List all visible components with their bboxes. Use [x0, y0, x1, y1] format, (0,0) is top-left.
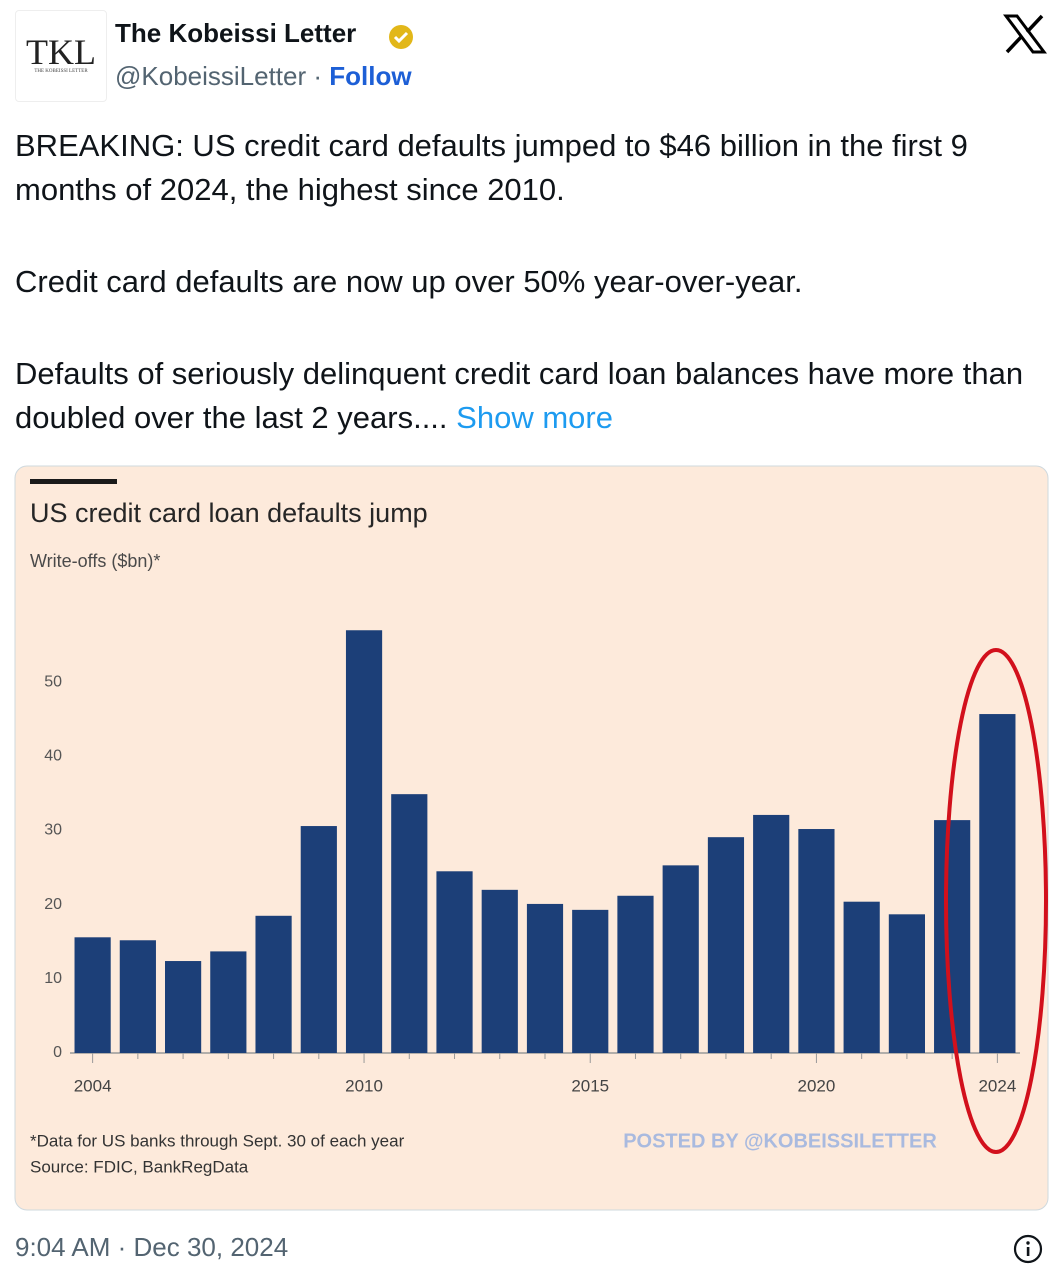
bar [210, 951, 247, 1053]
bar [436, 871, 473, 1053]
y-tick-label: 20 [44, 896, 62, 913]
title-rule [30, 479, 117, 484]
bar [753, 814, 790, 1053]
avatar[interactable]: TKL THE KOBEISSI LETTER [15, 10, 107, 102]
bar [255, 915, 292, 1053]
handle-row: @KobeissiLetter · Follow [115, 61, 412, 92]
y-tick-label: 40 [44, 748, 62, 765]
watermark: POSTED BY @KOBEISSILETTER [623, 1130, 937, 1152]
x-logo[interactable] [1003, 14, 1047, 54]
bar [345, 630, 383, 1053]
chart[interactable]: US credit card loan defaults jump Write-… [0, 0, 1062, 1220]
x-tick-label: 2004 [74, 1076, 112, 1095]
y-tick-label: 50 [44, 673, 62, 690]
source: Source: FDIC, BankRegData [30, 1157, 249, 1176]
show-more[interactable]: Show more [456, 400, 613, 435]
bar [119, 940, 156, 1053]
bar [798, 829, 835, 1053]
y-tick-label: 30 [44, 822, 62, 839]
author-name[interactable]: The Kobeissi Letter [115, 18, 357, 48]
paragraph: BREAKING: US credit card defaults jumped… [15, 128, 968, 207]
bar [979, 714, 1016, 1053]
bar [481, 889, 518, 1053]
timestamp[interactable]: 9:04 AM · Dec 30, 2024 [15, 1232, 289, 1262]
bar [662, 865, 699, 1053]
highlight-circle [944, 648, 1048, 1154]
paragraph: Defaults of seriously delinquent credit … [15, 352, 1050, 440]
bar [843, 901, 880, 1053]
tweet-text: BREAKING: US credit card defaults jumped… [15, 124, 1050, 488]
paragraph-text: Defaults of seriously delinquent credit … [15, 356, 1024, 435]
bar [888, 914, 925, 1053]
footnote: *Data for US banks through Sept. 30 of e… [30, 1131, 405, 1150]
info-icon[interactable] [1012, 1233, 1044, 1265]
x-tick-label: 2010 [345, 1076, 383, 1095]
y-tick-label: 0 [53, 1044, 62, 1061]
handle[interactable]: @KobeissiLetter [115, 61, 307, 91]
separator: · [313, 61, 323, 91]
x-tick-label: 2024 [978, 1076, 1016, 1095]
x-tick-label: 2020 [798, 1076, 836, 1095]
bar [572, 909, 609, 1053]
bar [526, 903, 564, 1053]
chart-title: US credit card loan defaults jump [30, 498, 428, 528]
x-tick-label: 2015 [571, 1076, 609, 1095]
chart-subtitle: Write-offs ($bn)* [30, 551, 160, 571]
bar [617, 895, 654, 1053]
bar [707, 837, 745, 1053]
follow-button[interactable]: Follow [329, 61, 412, 91]
chart-card [14, 465, 1049, 1211]
bar [300, 826, 337, 1053]
y-tick-label: 10 [44, 970, 62, 987]
logo-caption: THE KOBEISSI LETTER [34, 69, 88, 74]
bar [74, 937, 111, 1053]
paragraph: Credit card defaults are now up over 50%… [15, 264, 803, 299]
bar [165, 961, 202, 1053]
verified-badge [389, 25, 413, 49]
logo-initials: TKL [26, 32, 96, 72]
bar [391, 794, 428, 1053]
